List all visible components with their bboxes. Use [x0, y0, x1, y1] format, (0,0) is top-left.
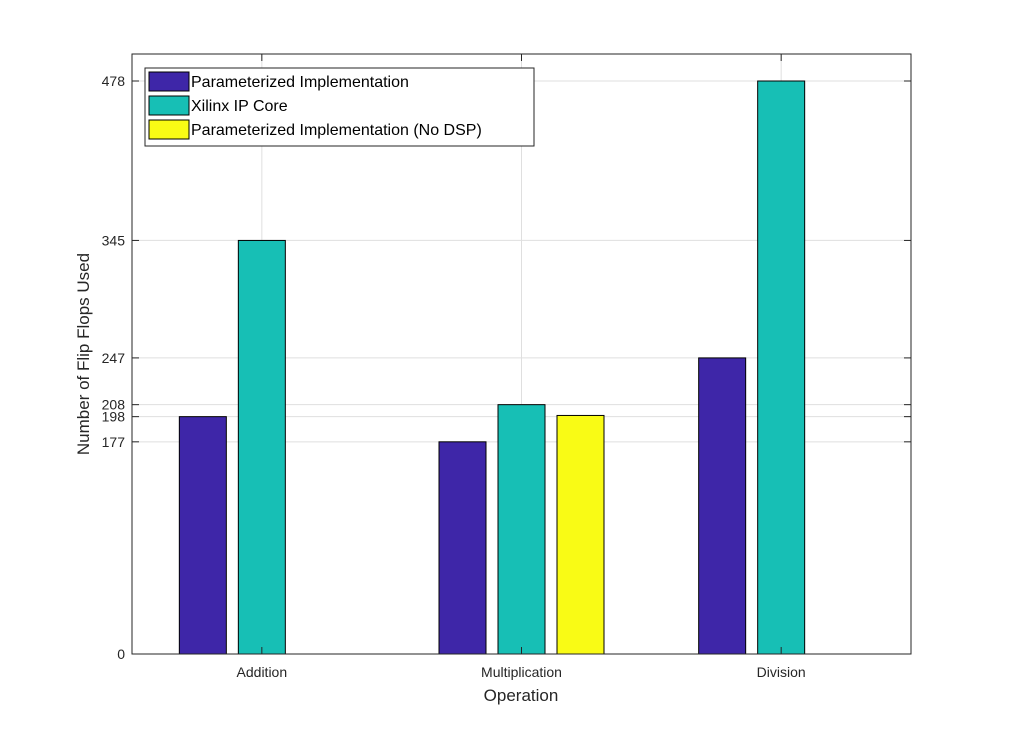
- y-tick-label: 198: [102, 409, 126, 425]
- legend-box: [144, 67, 535, 147]
- y-tick-label: 0: [117, 646, 125, 662]
- bar: [497, 404, 546, 655]
- x-tick-label: Addition: [237, 664, 288, 680]
- x-axis-ticks: Addition Multiplication Division: [237, 54, 806, 680]
- x-tick-label: Division: [757, 664, 806, 680]
- legend-swatch: [148, 95, 190, 116]
- y-tick-label: 177: [102, 434, 126, 450]
- bars: [178, 80, 806, 655]
- y-tick-label: 478: [102, 73, 126, 89]
- bar: [438, 441, 487, 655]
- y-tick-label: 247: [102, 350, 126, 366]
- y-tick-label: 208: [102, 397, 126, 413]
- y-tick-label: 345: [102, 232, 126, 248]
- bar: [178, 416, 227, 655]
- legend-label: Parameterized Implementation (No DSP): [191, 122, 482, 139]
- y-axis-label: Number of Flip Flops Used: [74, 253, 93, 455]
- bar: [757, 80, 806, 655]
- legend-label: Xilinx IP Core: [191, 98, 288, 115]
- legend: Parameterized Implementation Xilinx IP Co…: [144, 67, 535, 147]
- bar: [237, 239, 286, 655]
- bar: [556, 414, 605, 655]
- legend-swatch: [148, 71, 190, 92]
- legend-swatch: [148, 119, 190, 140]
- legend-label: Parameterized Implementation: [191, 74, 409, 91]
- x-tick-label: Multiplication: [481, 664, 562, 680]
- bar: [698, 357, 747, 655]
- x-axis-label: Operation: [484, 686, 559, 705]
